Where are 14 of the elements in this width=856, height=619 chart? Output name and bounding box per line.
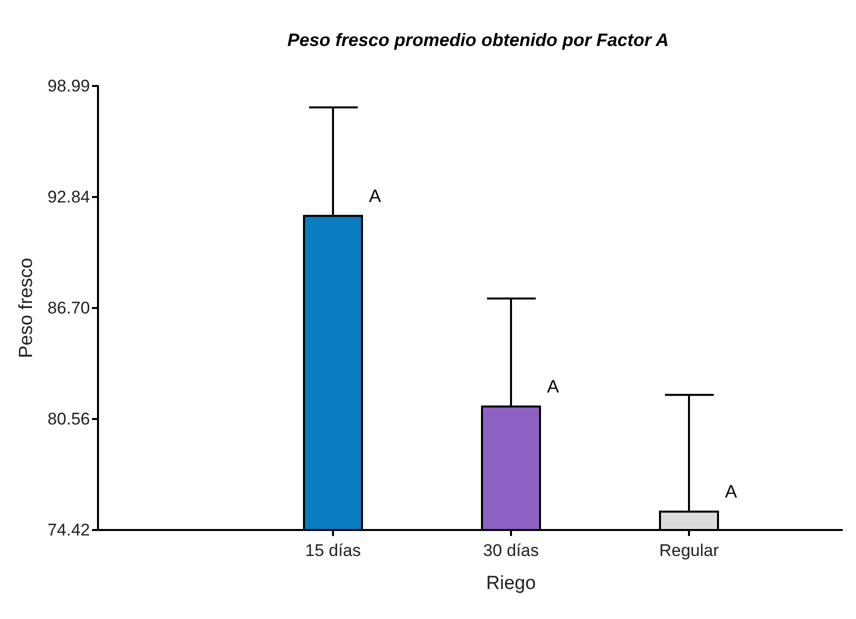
x-axis-title: Riego bbox=[486, 573, 536, 594]
annotation: A bbox=[725, 482, 738, 502]
y-tick-label: 86.70 bbox=[47, 298, 90, 318]
annotation: A bbox=[369, 186, 382, 206]
y-tick-label: 98.99 bbox=[47, 76, 90, 96]
y-tick-label: 74.42 bbox=[47, 520, 90, 540]
y-axis-title: Peso fresco bbox=[16, 258, 37, 358]
chart-title: Peso fresco promedio obtenido por Factor A bbox=[287, 30, 669, 50]
x-tick-label: Regular bbox=[659, 541, 720, 560]
y-tick-label: 92.84 bbox=[47, 188, 90, 207]
annotation: A bbox=[547, 376, 560, 396]
x-tick-label: 15 días bbox=[305, 541, 361, 560]
x-tick-label: 30 días bbox=[483, 541, 539, 560]
y-tick-label: 80.56 bbox=[47, 410, 90, 429]
